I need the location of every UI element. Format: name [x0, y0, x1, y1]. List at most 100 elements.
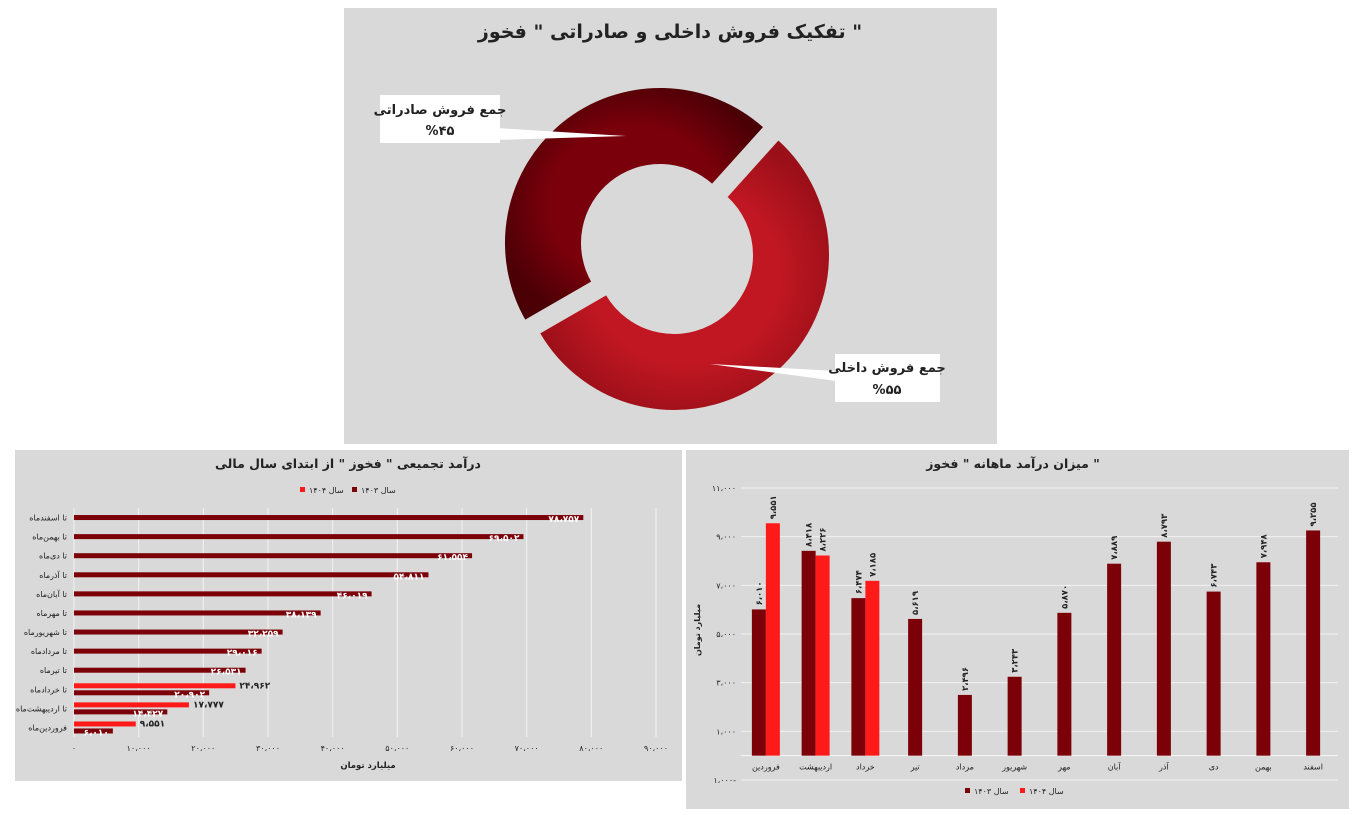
category-label: تا اردیبهشت‌ماه	[16, 704, 67, 713]
x-tick-label: ۸۰،۰۰۰	[579, 744, 603, 753]
legend-1404-label: سال ۱۴۰۴	[1029, 787, 1064, 796]
legend-1403-swatch	[965, 788, 970, 793]
legend-1404-swatch	[300, 487, 305, 492]
month-label: مهر	[1057, 763, 1070, 772]
bar-1404	[74, 683, 236, 689]
y-tick-label: ۱۱،۰۰۰	[712, 484, 736, 493]
x-tick-label: ۵۰،۰۰۰	[385, 744, 409, 753]
bar-1403	[751, 609, 766, 756]
bar-1403-value-label: ۸،۴۱۸	[805, 522, 815, 547]
bar-1403-value-label: ۸،۷۹۳	[1160, 513, 1170, 538]
x-tick-label: ۶۰،۰۰۰	[450, 744, 474, 753]
x-tick-label: ۹۰،۰۰۰	[644, 744, 668, 753]
month-label: آذر	[1158, 762, 1169, 772]
bar-1403-value-label: ۱۴،۴۲۷	[132, 709, 163, 719]
legend-1403-swatch	[352, 487, 357, 492]
export-sales-slice	[503, 86, 766, 323]
bar-1403	[1107, 563, 1122, 756]
domestic-callout-label: جمع فروش داخلی	[828, 361, 946, 376]
y-tick-label: ۱،۰۰۰-	[713, 776, 736, 785]
bar-1404	[815, 555, 830, 756]
month-label: آبان	[1108, 762, 1122, 772]
bar-1403	[74, 667, 246, 673]
x-tick-label: ۲۰،۰۰۰	[191, 744, 215, 753]
bar-1403	[851, 598, 866, 756]
cumulative-x-axis-label: میلیارد تومان	[340, 761, 395, 771]
category-label: تا مردادماه	[31, 647, 67, 656]
bar-1403-value-label: ۷،۹۴۸	[1259, 533, 1269, 558]
bar-1403	[74, 648, 262, 654]
bar-1403-value-label: ۵۴،۸۱۱	[394, 572, 425, 582]
bar-1403-value-label: ۳۲،۲۵۹	[248, 630, 279, 640]
bar-1403	[74, 572, 429, 578]
month-label: شهریور	[1001, 763, 1027, 772]
donut-chart: تفکیک فروش داخلی و صادراتی " فخوز " جمع …	[374, 21, 946, 412]
month-label: اسفند	[1303, 763, 1323, 772]
bar-1403-value-label: ۶۱،۵۵۴	[437, 553, 468, 563]
export-callout-value: %۴۵	[426, 124, 455, 139]
domestic-callout-value: %۵۵	[873, 383, 902, 398]
bar-1403	[74, 553, 473, 559]
domestic-callout-pointer	[710, 364, 836, 381]
bar-1404	[74, 702, 189, 708]
y-tick-label: ۱،۰۰۰	[716, 727, 736, 736]
donut-chart-panel: تفکیک فروش داخلی و صادراتی " فخوز " جمع …	[344, 8, 997, 444]
bar-1403-value-label: ۵،۶۱۹	[911, 590, 921, 615]
monthly-y-axis-label: میلیارد تومان	[693, 604, 702, 656]
y-tick-label: ۹،۰۰۰	[716, 533, 736, 542]
bar-1404-value-label: ۲۴،۹۶۲	[239, 681, 270, 691]
bar-1404	[74, 721, 136, 727]
month-label: فروردین	[752, 763, 780, 772]
month-label: مرداد	[956, 763, 974, 772]
bar-1403-value-label: ۵،۸۷۰	[1060, 585, 1070, 609]
bar-1403-value-label: ۶،۷۴۳	[1210, 563, 1220, 588]
cumulative-chart-title: درآمد تجمیعی " فخوز " از ابتدای سال مالی	[215, 456, 481, 471]
bar-1403	[1057, 612, 1072, 756]
export-callout-pointer	[496, 128, 626, 140]
category-label: تا دی‌ماه	[39, 552, 67, 561]
bar-1404	[765, 523, 780, 756]
bar-1403	[801, 550, 816, 756]
bar-1403-value-label: ۷۸،۷۵۷	[548, 515, 579, 525]
export-callout-label: جمع فروش صادراتی	[374, 103, 507, 118]
month-label: اردیبهشت	[799, 763, 832, 772]
bar-1403	[74, 629, 283, 635]
bar-1403	[1256, 562, 1271, 756]
bar-1403	[1306, 530, 1321, 756]
monthly-revenue-chart: میزان درآمد ماهانه " فخوز " ۶،۰۱۰ ۹،۵۵۱ ۸،…	[693, 456, 1338, 796]
x-tick-label: ۴۰،۰۰۰	[321, 744, 345, 753]
bar-1403	[74, 690, 210, 696]
category-label: تا تیرماه	[40, 666, 67, 675]
bar-1404	[865, 580, 880, 756]
category-label: فروردین‌ماه	[28, 723, 67, 732]
bar-1404-value-label: ۱۷،۷۷۷	[193, 700, 224, 710]
bar-1403	[74, 591, 372, 597]
category-label: تا آبان‌ماه	[36, 589, 67, 599]
cumulative-revenue-chart: درآمد تجمیعی " فخوز " از ابتدای سال مالی…	[16, 456, 668, 771]
bar-1403	[1007, 676, 1022, 756]
bar-1403-value-label: ۶،۰۱۰	[83, 728, 108, 738]
month-label: بهمن	[1255, 763, 1272, 772]
domestic-sales-slice	[537, 137, 831, 412]
x-tick-label: ۱۰،۰۰۰	[127, 744, 151, 753]
bar-1403	[74, 728, 113, 734]
bar-1403	[74, 534, 524, 540]
bar-1403-value-label: ۴۶،۰۱۹	[337, 591, 368, 601]
legend-1404-swatch	[1020, 788, 1025, 793]
bar-1403-value-label: ۳۸،۱۳۹	[286, 610, 317, 620]
bar-1403-value-label: ۶۹،۵۰۲	[489, 534, 520, 544]
category-label: تا آذرماه	[39, 570, 67, 580]
x-tick-label: ۷۰،۰۰۰	[515, 744, 539, 753]
y-tick-label: ۵،۰۰۰	[716, 630, 736, 639]
bar-1403	[908, 618, 923, 756]
bar-1403	[1206, 591, 1221, 756]
bar-1403	[1156, 541, 1171, 756]
export-callout-box	[380, 95, 500, 143]
bar-1403	[74, 709, 168, 715]
bar-1404-value-label: ۷،۱۸۵	[868, 553, 878, 577]
bar-1403	[957, 694, 972, 756]
y-tick-label: ۷،۰۰۰	[716, 581, 736, 590]
legend-1403-label: سال ۱۴۰۳	[361, 486, 396, 495]
bar-1403-value-label: ۳،۲۴۳	[1011, 648, 1021, 673]
cumulative-legend: سال ۱۴۰۴ سال ۱۴۰۳	[300, 486, 396, 495]
